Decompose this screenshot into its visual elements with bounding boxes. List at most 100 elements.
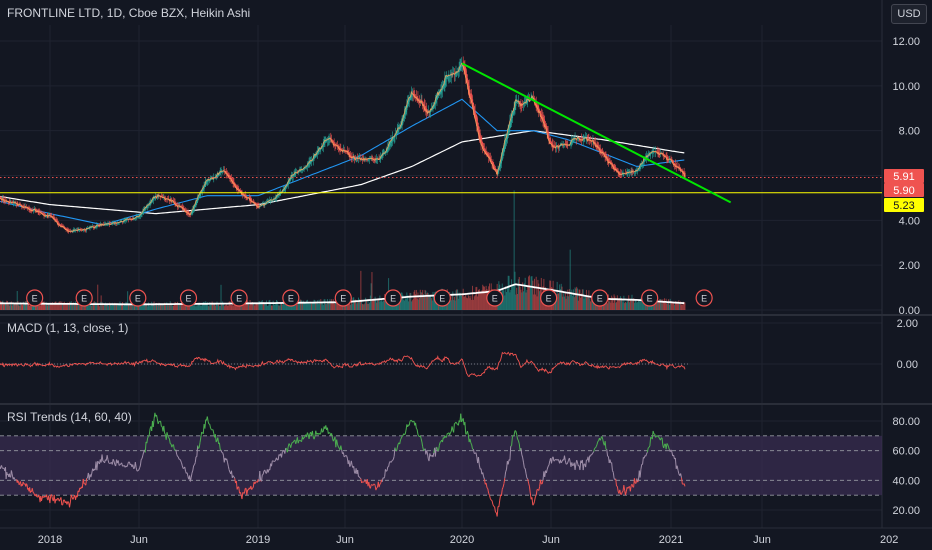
rsi-segment bbox=[326, 427, 329, 434]
rsi-segment bbox=[511, 436, 513, 446]
volume-bar bbox=[617, 300, 619, 310]
time-axis[interactable]: 2018 Jun 2019 Jun 2020 Jun 2021 Jun 202 bbox=[38, 534, 899, 546]
candle-body bbox=[193, 205, 196, 209]
volume-bar bbox=[633, 298, 635, 310]
volume-bar bbox=[485, 285, 487, 310]
rsi-segment bbox=[210, 427, 212, 430]
volume-bar bbox=[25, 301, 27, 310]
volume-bar bbox=[539, 291, 541, 310]
candle-body bbox=[434, 99, 436, 105]
volume-bar bbox=[94, 302, 96, 310]
candle-body bbox=[477, 122, 479, 130]
volume-bar bbox=[72, 303, 74, 310]
volume-bar bbox=[332, 299, 334, 310]
rsi-segment bbox=[522, 462, 525, 468]
volume-bar bbox=[315, 303, 317, 310]
candle-body bbox=[275, 195, 278, 199]
volume-bar bbox=[144, 302, 146, 310]
volume-bar bbox=[572, 289, 574, 310]
candle-body bbox=[401, 121, 403, 126]
candle-body bbox=[151, 199, 154, 202]
candle-body bbox=[414, 96, 417, 98]
volume-bar bbox=[590, 296, 592, 310]
rsi-segment bbox=[217, 437, 220, 444]
rsi-segment bbox=[291, 442, 293, 445]
volume-bar bbox=[290, 305, 292, 310]
time-tick-label: 2021 bbox=[659, 534, 683, 546]
volume-bar bbox=[258, 301, 260, 310]
volume-bar bbox=[125, 301, 127, 310]
volume-average bbox=[0, 283, 685, 306]
rsi-segment bbox=[533, 501, 535, 505]
candle-body bbox=[299, 169, 301, 172]
rsi-segment bbox=[400, 438, 402, 441]
candle-body bbox=[422, 102, 424, 106]
volume-bar bbox=[426, 292, 428, 310]
candle-body bbox=[96, 224, 98, 227]
candle-body bbox=[435, 97, 437, 103]
candle-body bbox=[407, 101, 409, 108]
volume-bar bbox=[655, 303, 657, 310]
candle-body bbox=[610, 162, 612, 164]
volume-bar bbox=[0, 301, 2, 310]
rsi-segment bbox=[404, 433, 406, 436]
candle-body bbox=[675, 165, 677, 167]
rsi-segment bbox=[485, 483, 488, 488]
volume-bar bbox=[632, 299, 634, 310]
volume-bar bbox=[607, 294, 609, 310]
candle-body bbox=[282, 189, 284, 192]
volume-bar bbox=[133, 305, 135, 310]
volume-bar bbox=[197, 304, 199, 310]
volume-bar bbox=[533, 294, 535, 310]
volume-bar bbox=[188, 305, 190, 310]
volume-bar bbox=[350, 299, 352, 310]
volume-bar bbox=[579, 289, 581, 310]
volume-bar bbox=[326, 299, 328, 310]
rsi-segment bbox=[429, 453, 432, 457]
candle-body bbox=[416, 97, 418, 99]
volume-bar bbox=[372, 299, 374, 310]
volume-bar bbox=[221, 304, 223, 310]
volume-bar bbox=[459, 294, 461, 310]
rsi-segment bbox=[239, 492, 242, 496]
volume-bar bbox=[662, 299, 664, 310]
volume-bar bbox=[564, 291, 566, 310]
trendline[interactable] bbox=[461, 62, 732, 204]
volume-bar bbox=[81, 304, 83, 310]
volume-bar bbox=[12, 303, 14, 310]
volume-bar bbox=[271, 305, 273, 310]
rsi-segment bbox=[663, 444, 665, 449]
volume-bar bbox=[87, 305, 89, 310]
volume-bar bbox=[92, 303, 94, 310]
volume-bar bbox=[377, 300, 379, 310]
rsi-segment bbox=[175, 449, 178, 455]
candle-body bbox=[323, 141, 325, 146]
earnings-marker-label: E bbox=[701, 294, 707, 304]
candle-body bbox=[607, 158, 609, 164]
volume-bar bbox=[199, 304, 201, 310]
volume-bar bbox=[566, 296, 568, 310]
volume-bar bbox=[571, 289, 573, 310]
rsi-segment bbox=[604, 441, 607, 450]
rsi-segment bbox=[539, 479, 542, 484]
candle-body bbox=[579, 138, 581, 140]
candle-body bbox=[511, 111, 514, 119]
currency-selector[interactable]: USD bbox=[891, 4, 927, 24]
volume-bar bbox=[432, 291, 434, 310]
candle-body bbox=[380, 155, 383, 158]
volume-bar bbox=[26, 304, 28, 310]
rsi-segment bbox=[112, 459, 115, 462]
volume-bar bbox=[101, 301, 103, 310]
candle-body bbox=[615, 168, 618, 171]
volume-bar bbox=[208, 306, 210, 310]
rsi-segment bbox=[379, 483, 382, 485]
rsi-segment bbox=[525, 473, 528, 479]
volume-bar bbox=[293, 303, 295, 310]
volume-bar bbox=[520, 289, 522, 310]
volume-bar bbox=[27, 303, 29, 310]
volume-bar bbox=[457, 298, 459, 310]
rsi-segment bbox=[629, 485, 632, 492]
rsi-segment bbox=[252, 487, 254, 489]
candle-body bbox=[141, 212, 143, 215]
